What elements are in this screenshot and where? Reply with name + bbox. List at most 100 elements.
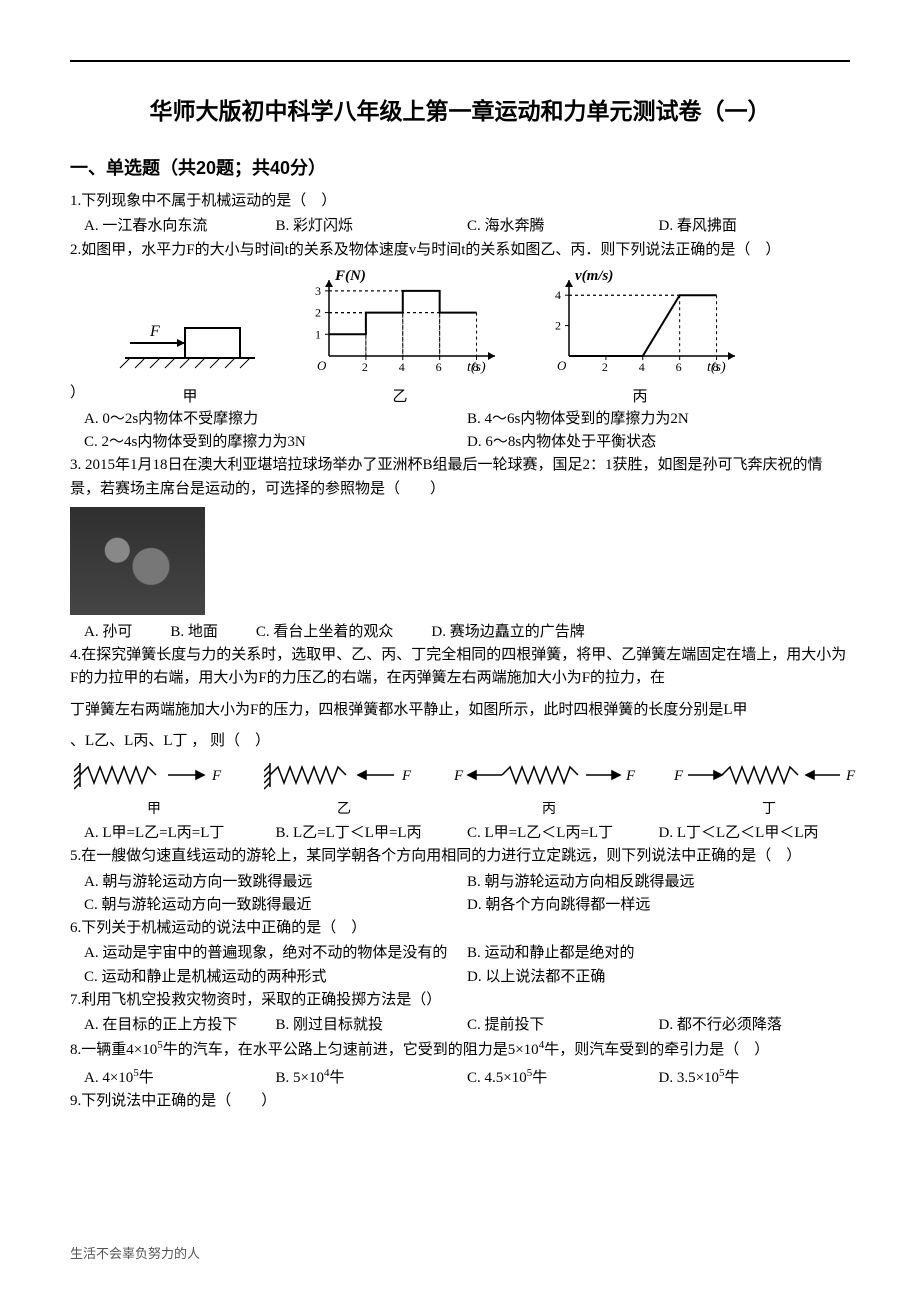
svg-text:4: 4: [399, 360, 405, 374]
svg-text:F(N): F(N): [334, 268, 366, 284]
q2-stem: 2.如图甲，水平力F的大小与时间t的关系及物体速度v与时间t的关系如图乙、丙．则…: [70, 239, 850, 262]
svg-text:t(s): t(s): [467, 360, 486, 375]
svg-text:1: 1: [315, 327, 321, 341]
q3-opt-a: A. 孙可: [84, 621, 132, 644]
q7-opt-a: A. 在目标的正上方投下: [84, 1014, 276, 1037]
section-heading: 一、单选题（共20题；共40分）: [70, 154, 850, 180]
spring-bing: F F 丙: [454, 759, 644, 818]
q2-fig-yi: O2468123F(N)t(s) 乙: [295, 268, 505, 406]
q3-opt-c: C. 看台上坐着的观众: [256, 621, 394, 644]
q3-options: A. 孙可 B. 地面 C. 看台上坐着的观众 D. 赛场边矗立的广告牌: [70, 621, 850, 644]
q3-opt-d: D. 赛场边矗立的广告牌: [431, 621, 584, 644]
q1-opt-c: C. 海水奔腾: [467, 215, 659, 238]
q1-opt-b: B. 彩灯闪烁: [276, 215, 468, 238]
q3-photo: [70, 507, 205, 615]
q5-opt-c: C. 朝与游轮运动方向一致跳得最近: [84, 894, 467, 917]
spring-ding: F F 丁: [674, 759, 864, 818]
spring-label-ding: 丁: [674, 798, 864, 818]
line-chart-bing: O246824v(m/s)t(s): [535, 268, 745, 378]
q8-stem-c: 牛，则汽车受到的牵引力是（ ）: [544, 1042, 769, 1058]
q1-opt-a: A. 一江春水向东流: [84, 215, 276, 238]
svg-text:O: O: [557, 358, 567, 373]
q8-opt-b: B. 5×104牛: [276, 1065, 468, 1090]
q7-opt-d: D. 都不行必须降落: [659, 1014, 851, 1037]
top-rule: [70, 60, 850, 62]
spring-label-jia: 甲: [74, 798, 234, 818]
svg-text:2: 2: [555, 318, 561, 332]
q1-options: A. 一江春水向东流 B. 彩灯闪烁 C. 海水奔腾 D. 春风拂面: [70, 215, 850, 238]
fig-yi-label: 乙: [295, 385, 505, 406]
spring-label-yi: 乙: [264, 798, 424, 818]
footer-text: 生活不会辜负努力的人: [70, 1243, 200, 1262]
svg-text:F: F: [625, 768, 636, 784]
q4-opt-a: A. L甲=L乙=L丙=L丁: [84, 822, 276, 845]
q1-stem: 1.下列现象中不属于机械运动的是（ ）: [70, 190, 850, 213]
svg-text:v(m/s): v(m/s): [575, 268, 613, 284]
q4-opt-c: C. L甲=L乙＜L丙=L丁: [467, 822, 659, 845]
svg-text:t(s): t(s): [707, 360, 726, 375]
q6-opt-a: A. 运动是宇宙中的普遍现象，绝对不动的物体是没有的: [84, 942, 467, 965]
svg-text:2: 2: [362, 360, 368, 374]
q6-opt-c: C. 运动和静止是机械运动的两种形式: [84, 966, 467, 989]
q4-options: A. L甲=L乙=L丙=L丁 B. L乙=L丁＜L甲=L丙 C. L甲=L乙＜L…: [70, 822, 850, 845]
q3-stem: 3. 2015年1月18日在澳大利亚堪培拉球场举办了亚洲杯B组最后一轮球赛，国足…: [70, 454, 850, 501]
svg-text:4: 4: [555, 288, 561, 302]
spring-yi: F 乙: [264, 759, 424, 818]
svg-text:3: 3: [315, 284, 321, 298]
q5-opt-d: D. 朝各个方向跳得都一样远: [467, 894, 850, 917]
q4-springs: F 甲 F 乙 F F 丙 F F 丁: [70, 759, 850, 818]
svg-text:F: F: [454, 768, 464, 784]
q7-opt-c: C. 提前投下: [467, 1014, 659, 1037]
q7-stem: 7.利用飞机空投救灾物资时，采取的正确投掷方法是（）: [70, 989, 850, 1012]
q5-options-row1: A. 朝与游轮运动方向一致跳得最远 B. 朝与游轮运动方向相反跳得最远: [70, 871, 850, 894]
q4-stem-c: 、L乙、L丙、L丁 ， 则（ ）: [70, 730, 850, 753]
q2-fig-bing: O246824v(m/s)t(s) 丙: [535, 268, 745, 406]
q8-options: A. 4×105牛 B. 5×104牛 C. 4.5×105牛 D. 3.5×1…: [70, 1065, 850, 1090]
q6-opt-b: B. 运动和静止都是绝对的: [467, 942, 850, 965]
q2-opt-b: B. 4～6s内物体受到的摩擦力为2N: [467, 408, 850, 431]
q2-opt-a: A. 0～2s内物体不受摩擦力: [84, 408, 467, 431]
force-label: F: [149, 323, 160, 340]
fig-bing-label: 丙: [535, 385, 745, 406]
svg-text:F: F: [211, 768, 222, 784]
q8-opt-c: C. 4.5×105牛: [467, 1065, 659, 1090]
q2-fig-jia: F 甲: [115, 298, 265, 406]
q4-stem-b: 丁弹簧左右两端施加大小为F的压力，四根弹簧都水平静止，如图所示，此时四根弹簧的长…: [70, 699, 850, 722]
svg-text:F: F: [845, 768, 856, 784]
q1-opt-d: D. 春风拂面: [659, 215, 851, 238]
svg-text:2: 2: [602, 360, 608, 374]
q4-stem-a: 4.在探究弹簧长度与力的关系时，选取甲、乙、丙、丁完全相同的四根弹簧，将甲、乙弹…: [70, 644, 850, 691]
svg-text:F: F: [401, 768, 412, 784]
q6-opt-d: D. 以上说法都不正确: [467, 966, 850, 989]
q6-options-row1: A. 运动是宇宙中的普遍现象，绝对不动的物体是没有的 B. 运动和静止都是绝对的: [70, 942, 850, 965]
step-chart-yi: O2468123F(N)t(s): [295, 268, 505, 378]
block-diagram: F: [115, 298, 265, 378]
q5-stem: 5.在一艘做匀速直线运动的游轮上，某同学朝各个方向用相同的力进行立定跳远，则下列…: [70, 845, 850, 868]
q5-opt-a: A. 朝与游轮运动方向一致跳得最远: [84, 871, 467, 894]
q4-opt-d: D. L丁＜L乙＜L甲＜L丙: [659, 822, 851, 845]
q6-options-row2: C. 运动和静止是机械运动的两种形式 D. 以上说法都不正确: [70, 966, 850, 989]
q2-options-row1: A. 0～2s内物体不受摩擦力 B. 4～6s内物体受到的摩擦力为2N: [70, 408, 850, 431]
q3-opt-b: B. 地面: [170, 621, 218, 644]
page-title: 华师大版初中科学八年级上第一章运动和力单元测试卷（一）: [70, 92, 850, 126]
q2-opt-c: C. 2～4s内物体受到的摩擦力为3N: [84, 431, 467, 454]
q2-options-row2: C. 2～4s内物体受到的摩擦力为3N D. 6～8s内物体处于平衡状态: [70, 431, 850, 454]
spring-label-bing: 丙: [454, 798, 644, 818]
q8-opt-a: A. 4×105牛: [84, 1065, 276, 1090]
q2-figures: ） F 甲 O2468123F(N)t(s) 乙 O246824v(m/s)t(…: [70, 268, 850, 406]
q4-opt-b: B. L乙=L丁＜L甲=L丙: [276, 822, 468, 845]
q6-stem: 6.下列关于机械运动的说法中正确的是（ ）: [70, 917, 850, 940]
q2-opt-d: D. 6～8s内物体处于平衡状态: [467, 431, 850, 454]
svg-text:O: O: [317, 358, 327, 373]
q5-options-row2: C. 朝与游轮运动方向一致跳得最近 D. 朝各个方向跳得都一样远: [70, 894, 850, 917]
svg-text:F: F: [674, 768, 684, 784]
q9-stem: 9.下列说法中正确的是（ ）: [70, 1090, 850, 1113]
q8-stem: 8.一辆重4×105牛的汽车，在水平公路上匀速前进，它受到的阻力是5×104牛，…: [70, 1037, 850, 1062]
spring-jia: F 甲: [74, 759, 234, 818]
svg-text:6: 6: [436, 360, 442, 374]
q5-opt-b: B. 朝与游轮运动方向相反跳得最远: [467, 871, 850, 894]
q8-stem-b: 牛的汽车，在水平公路上匀速前进，它受到的阻力是5×10: [163, 1042, 539, 1058]
q8-stem-a: 8.一辆重4×10: [70, 1042, 157, 1058]
svg-text:2: 2: [315, 305, 321, 319]
fig-jia-label: 甲: [115, 385, 265, 406]
